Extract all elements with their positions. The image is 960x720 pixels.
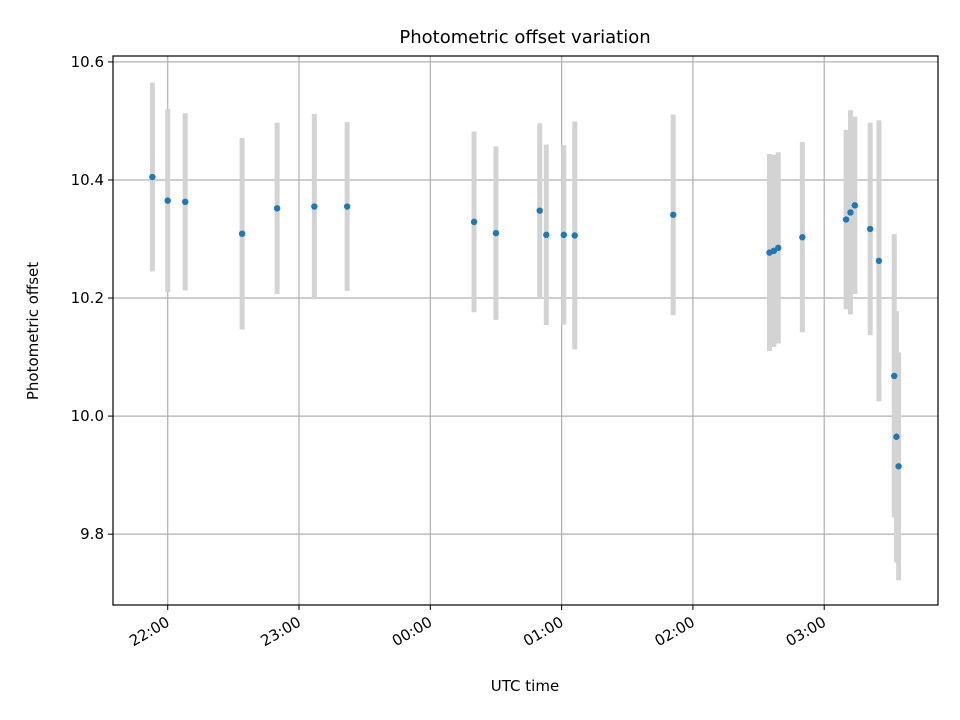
data-points (149, 173, 902, 470)
y-tick-label: 10.2 (71, 289, 104, 307)
data-point (311, 203, 318, 210)
data-point (891, 372, 898, 380)
data-point (851, 202, 859, 209)
y-axis-ticks: 9.8 10.0 10.2 10.4 10.6 (71, 53, 113, 543)
x-tick-label: 03:00 (783, 613, 829, 650)
y-axis-label: Photometric offset (24, 262, 42, 400)
x-axis-label: UTC time (491, 677, 559, 695)
data-point (866, 225, 874, 233)
plot-background (113, 56, 938, 605)
y-tick-label: 9.8 (80, 525, 104, 543)
data-point (670, 211, 677, 218)
data-point (571, 232, 578, 239)
x-tick-label: 02:00 (651, 613, 697, 650)
data-point (536, 207, 543, 214)
chart-title: Photometric offset variation (399, 27, 650, 48)
data-point (470, 218, 478, 226)
data-point (847, 209, 854, 216)
data-point (560, 231, 567, 239)
data-point (543, 231, 550, 239)
data-point (492, 229, 500, 237)
data-point (273, 205, 281, 212)
plot-frame (112, 55, 939, 606)
data-point (238, 230, 246, 237)
data-point (842, 216, 850, 223)
data-point (164, 197, 171, 204)
x-tick-label: 01:00 (520, 613, 566, 650)
data-point (875, 257, 883, 265)
x-tick-label: 23:00 (258, 613, 304, 650)
y-tick-label: 10.6 (71, 53, 104, 71)
x-tick-label: 22:00 (126, 613, 172, 650)
data-point (775, 244, 782, 252)
y-tick-label: 10.0 (71, 407, 104, 425)
x-tick-label: 00:00 (389, 613, 435, 650)
data-point (895, 463, 902, 470)
data-point (343, 203, 351, 210)
data-point (799, 234, 806, 241)
x-axis-ticks: 22:00 23:00 00:00 01:00 02:00 03:00 (126, 605, 829, 650)
data-point (182, 198, 189, 206)
data-point (893, 433, 900, 440)
y-tick-label: 10.4 (71, 171, 104, 189)
data-point (149, 173, 156, 181)
